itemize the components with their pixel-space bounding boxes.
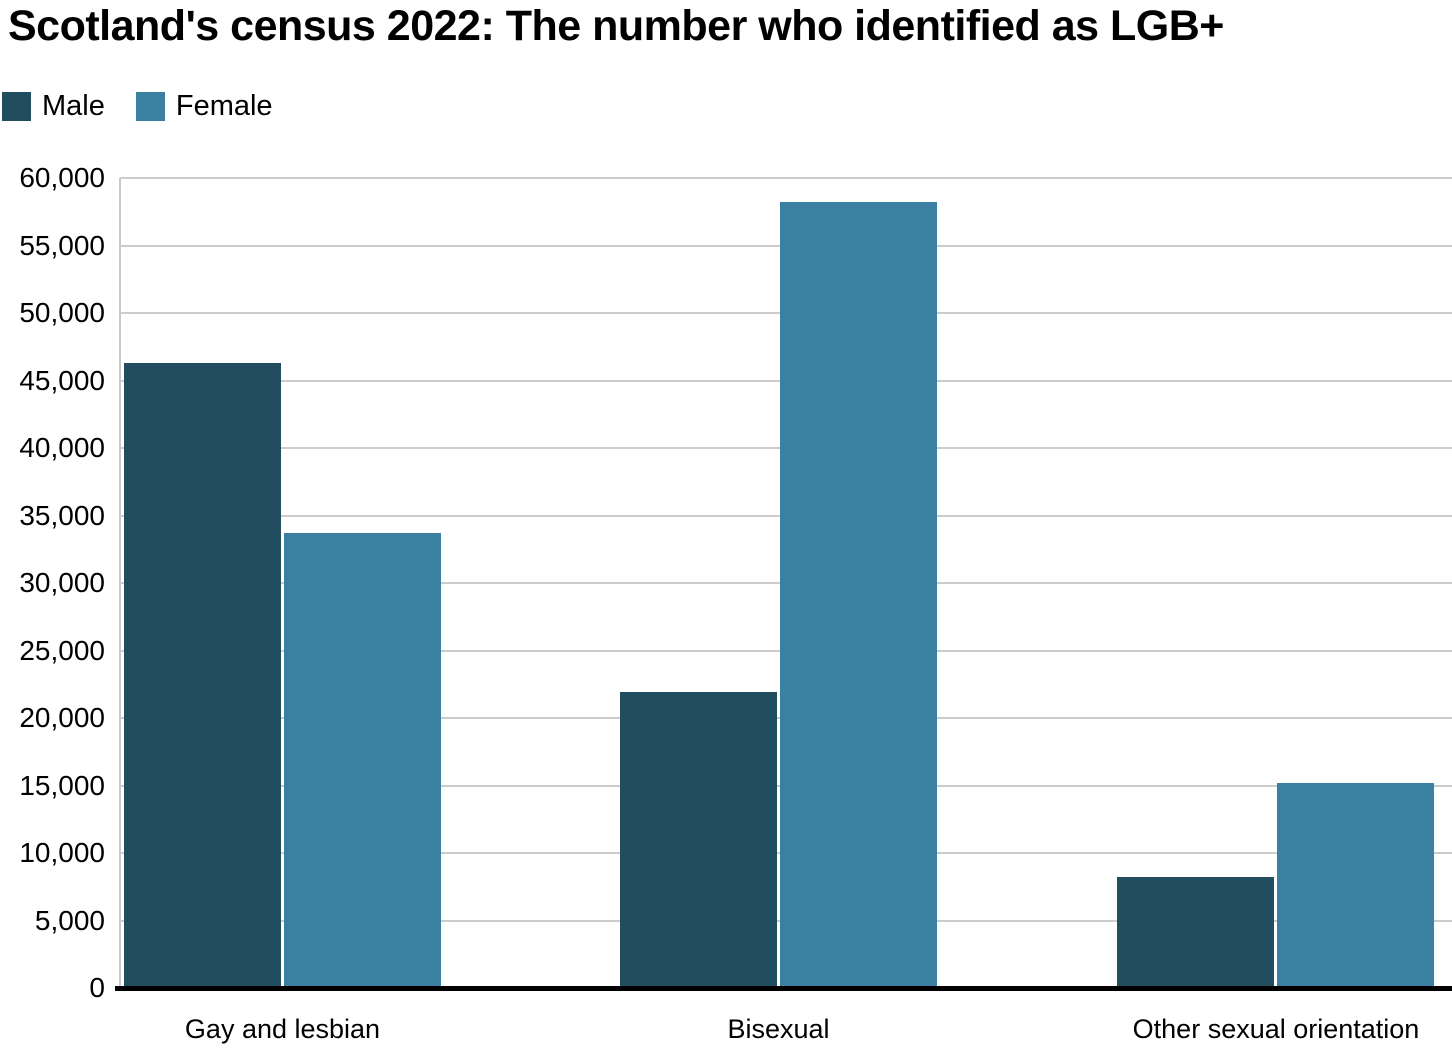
bar-male-bisexual[interactable] <box>620 692 777 988</box>
chart-title: Scotland's census 2022: The number who i… <box>8 2 1224 50</box>
y-tick-label-10,000: 10,000 <box>19 837 105 868</box>
gridline-60,000 <box>120 177 1452 179</box>
plot-area <box>120 177 1452 988</box>
legend-label-female: Female <box>175 90 273 122</box>
y-tick-label-35,000: 35,000 <box>19 499 105 531</box>
y-tick-label-40,000: 40,000 <box>19 432 105 463</box>
bar-male-other-sexual-orientation[interactable] <box>1117 877 1274 988</box>
bar-female-bisexual[interactable] <box>780 202 937 988</box>
x-axis-baseline <box>115 986 1452 991</box>
legend: Male Female <box>2 92 273 121</box>
legend-item-female[interactable]: Female <box>135 90 273 122</box>
male-series-swatch-icon <box>2 92 31 121</box>
y-tick-label-5,000: 5,000 <box>34 904 105 936</box>
y-tick-label-30,000: 30,000 <box>19 567 105 598</box>
legend-item-male[interactable]: Male <box>2 92 105 121</box>
bar-female-other-sexual-orientation[interactable] <box>1277 782 1434 988</box>
legend-label-male: Male <box>42 90 105 122</box>
bar-male-gay-and-lesbian[interactable] <box>124 363 281 988</box>
y-tick-label-25,000: 25,000 <box>19 634 105 666</box>
bar-female-gay-and-lesbian[interactable] <box>284 533 441 988</box>
x-tick-label-gay-and-lesbian: Gay and lesbian <box>184 1014 381 1044</box>
x-tick-label-bisexual: Bisexual <box>727 1014 830 1044</box>
y-tick-label-55,000: 55,000 <box>19 229 105 261</box>
female-series-swatch-icon <box>135 92 165 121</box>
y-tick-label-50,000: 50,000 <box>19 297 105 328</box>
y-tick-label-15,000: 15,000 <box>19 769 105 801</box>
y-tick-label-0: 0 <box>89 972 105 1003</box>
y-tick-label-60,000: 60,000 <box>19 162 105 193</box>
y-tick-label-20,000: 20,000 <box>19 702 105 733</box>
x-tick-label-other-sexual-orientation: Other sexual orientation <box>1132 1014 1420 1044</box>
y-tick-label-45,000: 45,000 <box>19 364 105 396</box>
